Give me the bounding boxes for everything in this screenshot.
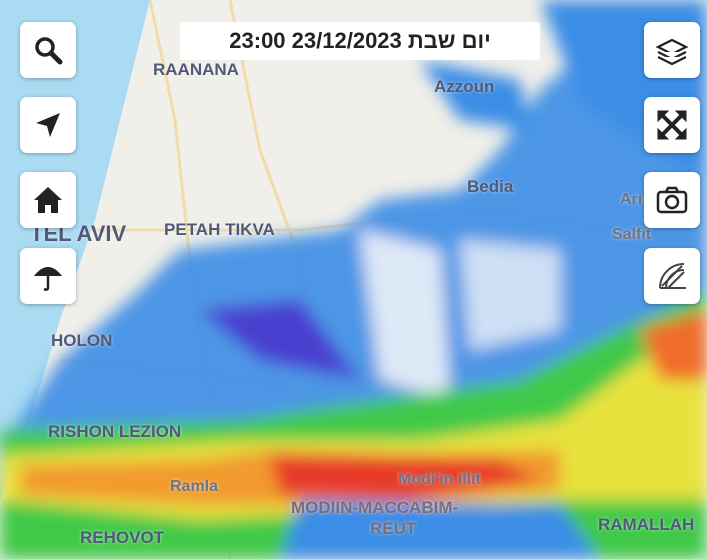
place-label: Bedia	[467, 177, 514, 196]
locate-button[interactable]	[20, 97, 76, 153]
home-button[interactable]	[20, 172, 76, 228]
place-label: Ari	[620, 191, 643, 208]
place-label: REHOVOT	[80, 528, 165, 547]
place-label: REUT	[370, 519, 417, 538]
timestamp: יום שבת 23/12/2023 23:00	[180, 22, 540, 60]
place-label: HOLON	[51, 331, 113, 350]
place-label: Modi'in Illit	[398, 471, 481, 488]
place-label: Azzoun	[434, 77, 495, 96]
fullscreen-button[interactable]	[644, 97, 700, 153]
layers-button[interactable]	[644, 22, 700, 78]
place-label: Ramla	[170, 478, 219, 495]
place-label: PETAH TIKVA	[164, 220, 275, 239]
place-label: RAANANA	[153, 60, 239, 79]
rain-button[interactable]	[20, 248, 76, 304]
search-button[interactable]	[20, 22, 76, 78]
place-label: MODIIN-MACCABIM-	[291, 498, 459, 517]
place-label: Salfit	[612, 226, 652, 243]
camera-button[interactable]	[644, 172, 700, 228]
measure-button[interactable]	[644, 248, 700, 304]
place-label: RAMALLAH	[598, 515, 695, 534]
place-label: RISHON LEZION	[48, 422, 182, 441]
